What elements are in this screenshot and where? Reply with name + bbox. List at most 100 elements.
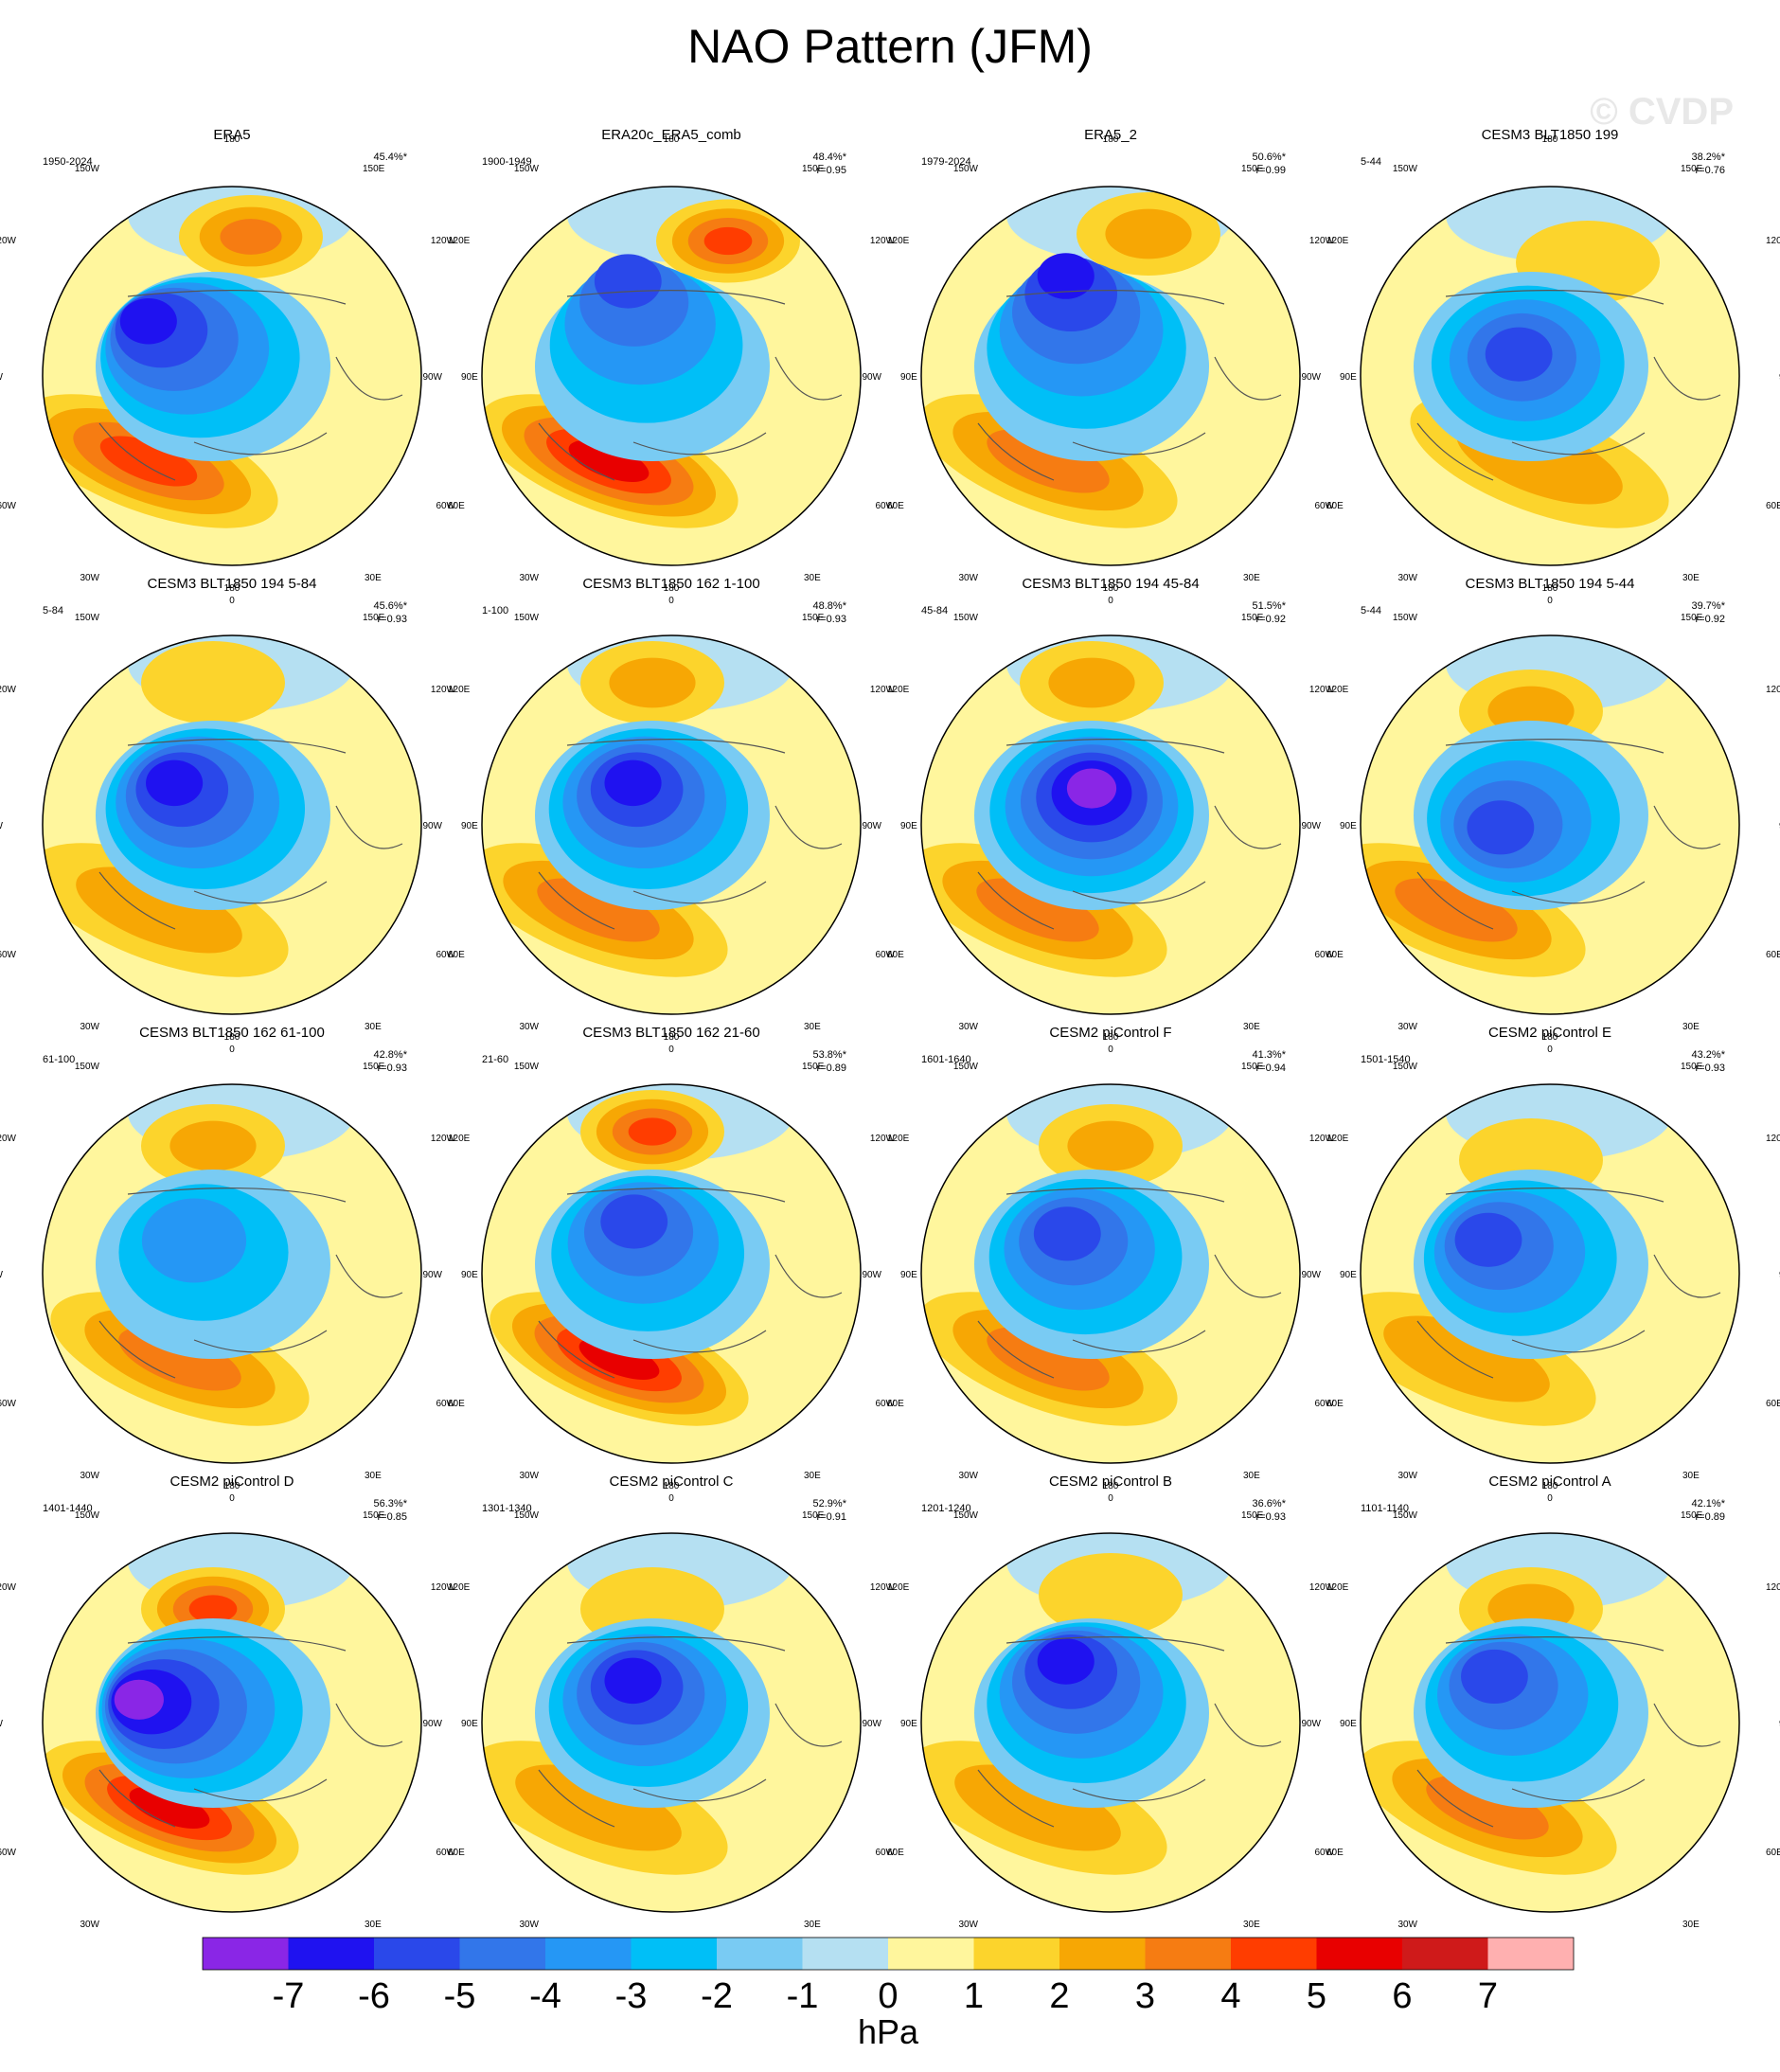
lon-label: 90W [862,1270,881,1280]
lon-label: 30E [1682,1022,1700,1032]
lon-label: 60W [875,1399,895,1409]
contour-fill-arctic-low [594,254,662,309]
panel-variance-pct: 43.2%* [1692,1049,1726,1061]
lon-label: 30W [519,573,539,583]
lon-label: 150W [75,1510,100,1521]
panel-title: CESM3 BLT1850 194 5-84 [148,576,317,592]
panel-period: 1401-1440 [43,1503,93,1514]
map-border [920,634,1301,1015]
colorbar-tick-label: -5 [444,1976,476,2016]
lon-label: 60E [448,1848,465,1858]
panel-period: 21-60 [482,1054,508,1065]
lon-label: 120E [887,1134,910,1144]
panel-pattern-corr: r=0.93 [1696,1063,1726,1074]
lon-label: 30W [958,1471,978,1481]
colorbar-swatch [631,1938,717,1970]
contour-fill-arctic-low [1066,768,1117,809]
lon-label: 60W [436,950,455,960]
panel-period: 1301-1340 [482,1503,532,1514]
panel-variance-pct: 36.6%* [1253,1498,1287,1509]
coastlines [98,739,403,930]
lon-label: 60W [1314,501,1334,511]
lon-label: 120W [0,685,17,695]
lon-label: 30W [80,1022,99,1032]
colorbar-tick-label: 7 [1478,1976,1498,2016]
contour-fill-atlantic-high [976,878,1099,942]
lon-label: 30E [1243,1471,1260,1481]
contour-fill-arctic-low [604,1657,662,1705]
coastlines [538,739,843,930]
panel-period: 1601-1640 [921,1054,971,1065]
map-panel: CESM3 BLT1850 194 45-84 45-84 51.5%* r=0.92… [862,576,1357,1055]
lon-label: 30E [1243,1022,1260,1032]
lon-label: 120E [1766,236,1780,246]
lon-label: 180 [1103,583,1119,594]
lon-label: 30E [804,1920,821,1930]
lon-label: 150W [1393,613,1418,623]
panel-title: ERA5_2 [1084,127,1137,143]
colorbar-swatch [802,1938,888,1970]
panel-title: ERA5 [213,127,250,143]
coastlines [538,290,843,481]
lon-label: 120W [1309,1134,1335,1144]
lon-label: 0 [229,1493,235,1504]
coastlines [538,1188,843,1379]
colorbar-tick-label: 3 [1135,1976,1155,2016]
lon-label: 120E [1766,1582,1780,1593]
panel-period: 5-44 [1361,605,1381,616]
panel-period: 61-100 [43,1054,75,1065]
lon-label: 150W [1393,1062,1418,1072]
lon-label: 60E [1326,1399,1344,1409]
coastlines [977,1636,1282,1828]
lon-label: 120E [1766,685,1780,695]
lon-label: 30E [365,573,382,583]
contour-fill-pacific-high [220,219,282,255]
colorbar-tick-label: 0 [878,1976,898,2016]
colorbar-swatch [1402,1938,1488,1970]
lon-label: 90E [1340,372,1357,383]
panel-variance-pct: 38.2%* [1692,152,1726,163]
panel-title: CESM2 piControl B [1049,1474,1172,1490]
lon-label: 30E [1682,1920,1700,1930]
lon-label: 90W [1301,1719,1321,1729]
lon-label: 90W [0,372,4,383]
lon-label: 120E [887,236,910,246]
map-border [42,1532,422,1913]
map-panel: CESM2 piControl B 1201-1240 36.6%* r=0.93 18… [862,1474,1357,1930]
panel-title: CESM3 BLT1850 162 21-60 [582,1025,759,1041]
map-border [481,1083,862,1464]
map-panel: CESM3 BLT1850 162 21-60 21-60 53.8%* r=0.89… [422,1025,917,1504]
contour-fill-arctic-low [146,759,204,807]
lon-label: 120W [0,1134,17,1144]
map-border [1360,1083,1740,1464]
lon-label: 120W [431,1134,456,1144]
lon-label: 120W [1309,685,1335,695]
lon-label: 90E [1340,1270,1357,1280]
lon-label: 60E [448,501,465,511]
panel-pattern-corr: r=0.93 [817,614,847,625]
lon-label: 150W [953,1510,979,1521]
map-panel: ERA5_2 1979-2024 50.6%* r=0.99 180 150W 150E 12… [862,127,1357,606]
lon-label: 120E [887,685,910,695]
panel-period: 1201-1240 [921,1503,971,1514]
colorbar-swatch [1059,1938,1146,1970]
lon-label: 60E [448,950,465,960]
map-border [1360,634,1740,1015]
lon-label: 30E [804,1022,821,1032]
lon-label: 150E [1241,164,1264,174]
lon-label: 180 [1542,1032,1558,1043]
map-panel: CESM3 BLT1850 199 5-44 38.2%* r=0.76 180 150W… [1301,127,1780,606]
panel-pattern-corr: r=0.94 [1256,1063,1287,1074]
lon-label: 60W [1314,950,1334,960]
lon-label: 150E [1681,1062,1703,1072]
lon-label: 30E [1243,573,1260,583]
lon-label: 60E [448,1399,465,1409]
colorbar-swatch [459,1938,545,1970]
panel-pattern-corr: r=0.89 [817,1063,847,1074]
lon-label: 150E [363,1062,385,1072]
lon-label: 0 [1108,1045,1113,1055]
panel-pattern-corr: r=0.93 [378,1063,408,1074]
lon-label: 60E [1766,501,1780,511]
colorbar: -7 -6 -5 -4 -3 -2 -1 0 1 2 3 4 5 6 7 hPa [202,1937,1575,2051]
panel-variance-pct: 50.6%* [1253,152,1287,163]
